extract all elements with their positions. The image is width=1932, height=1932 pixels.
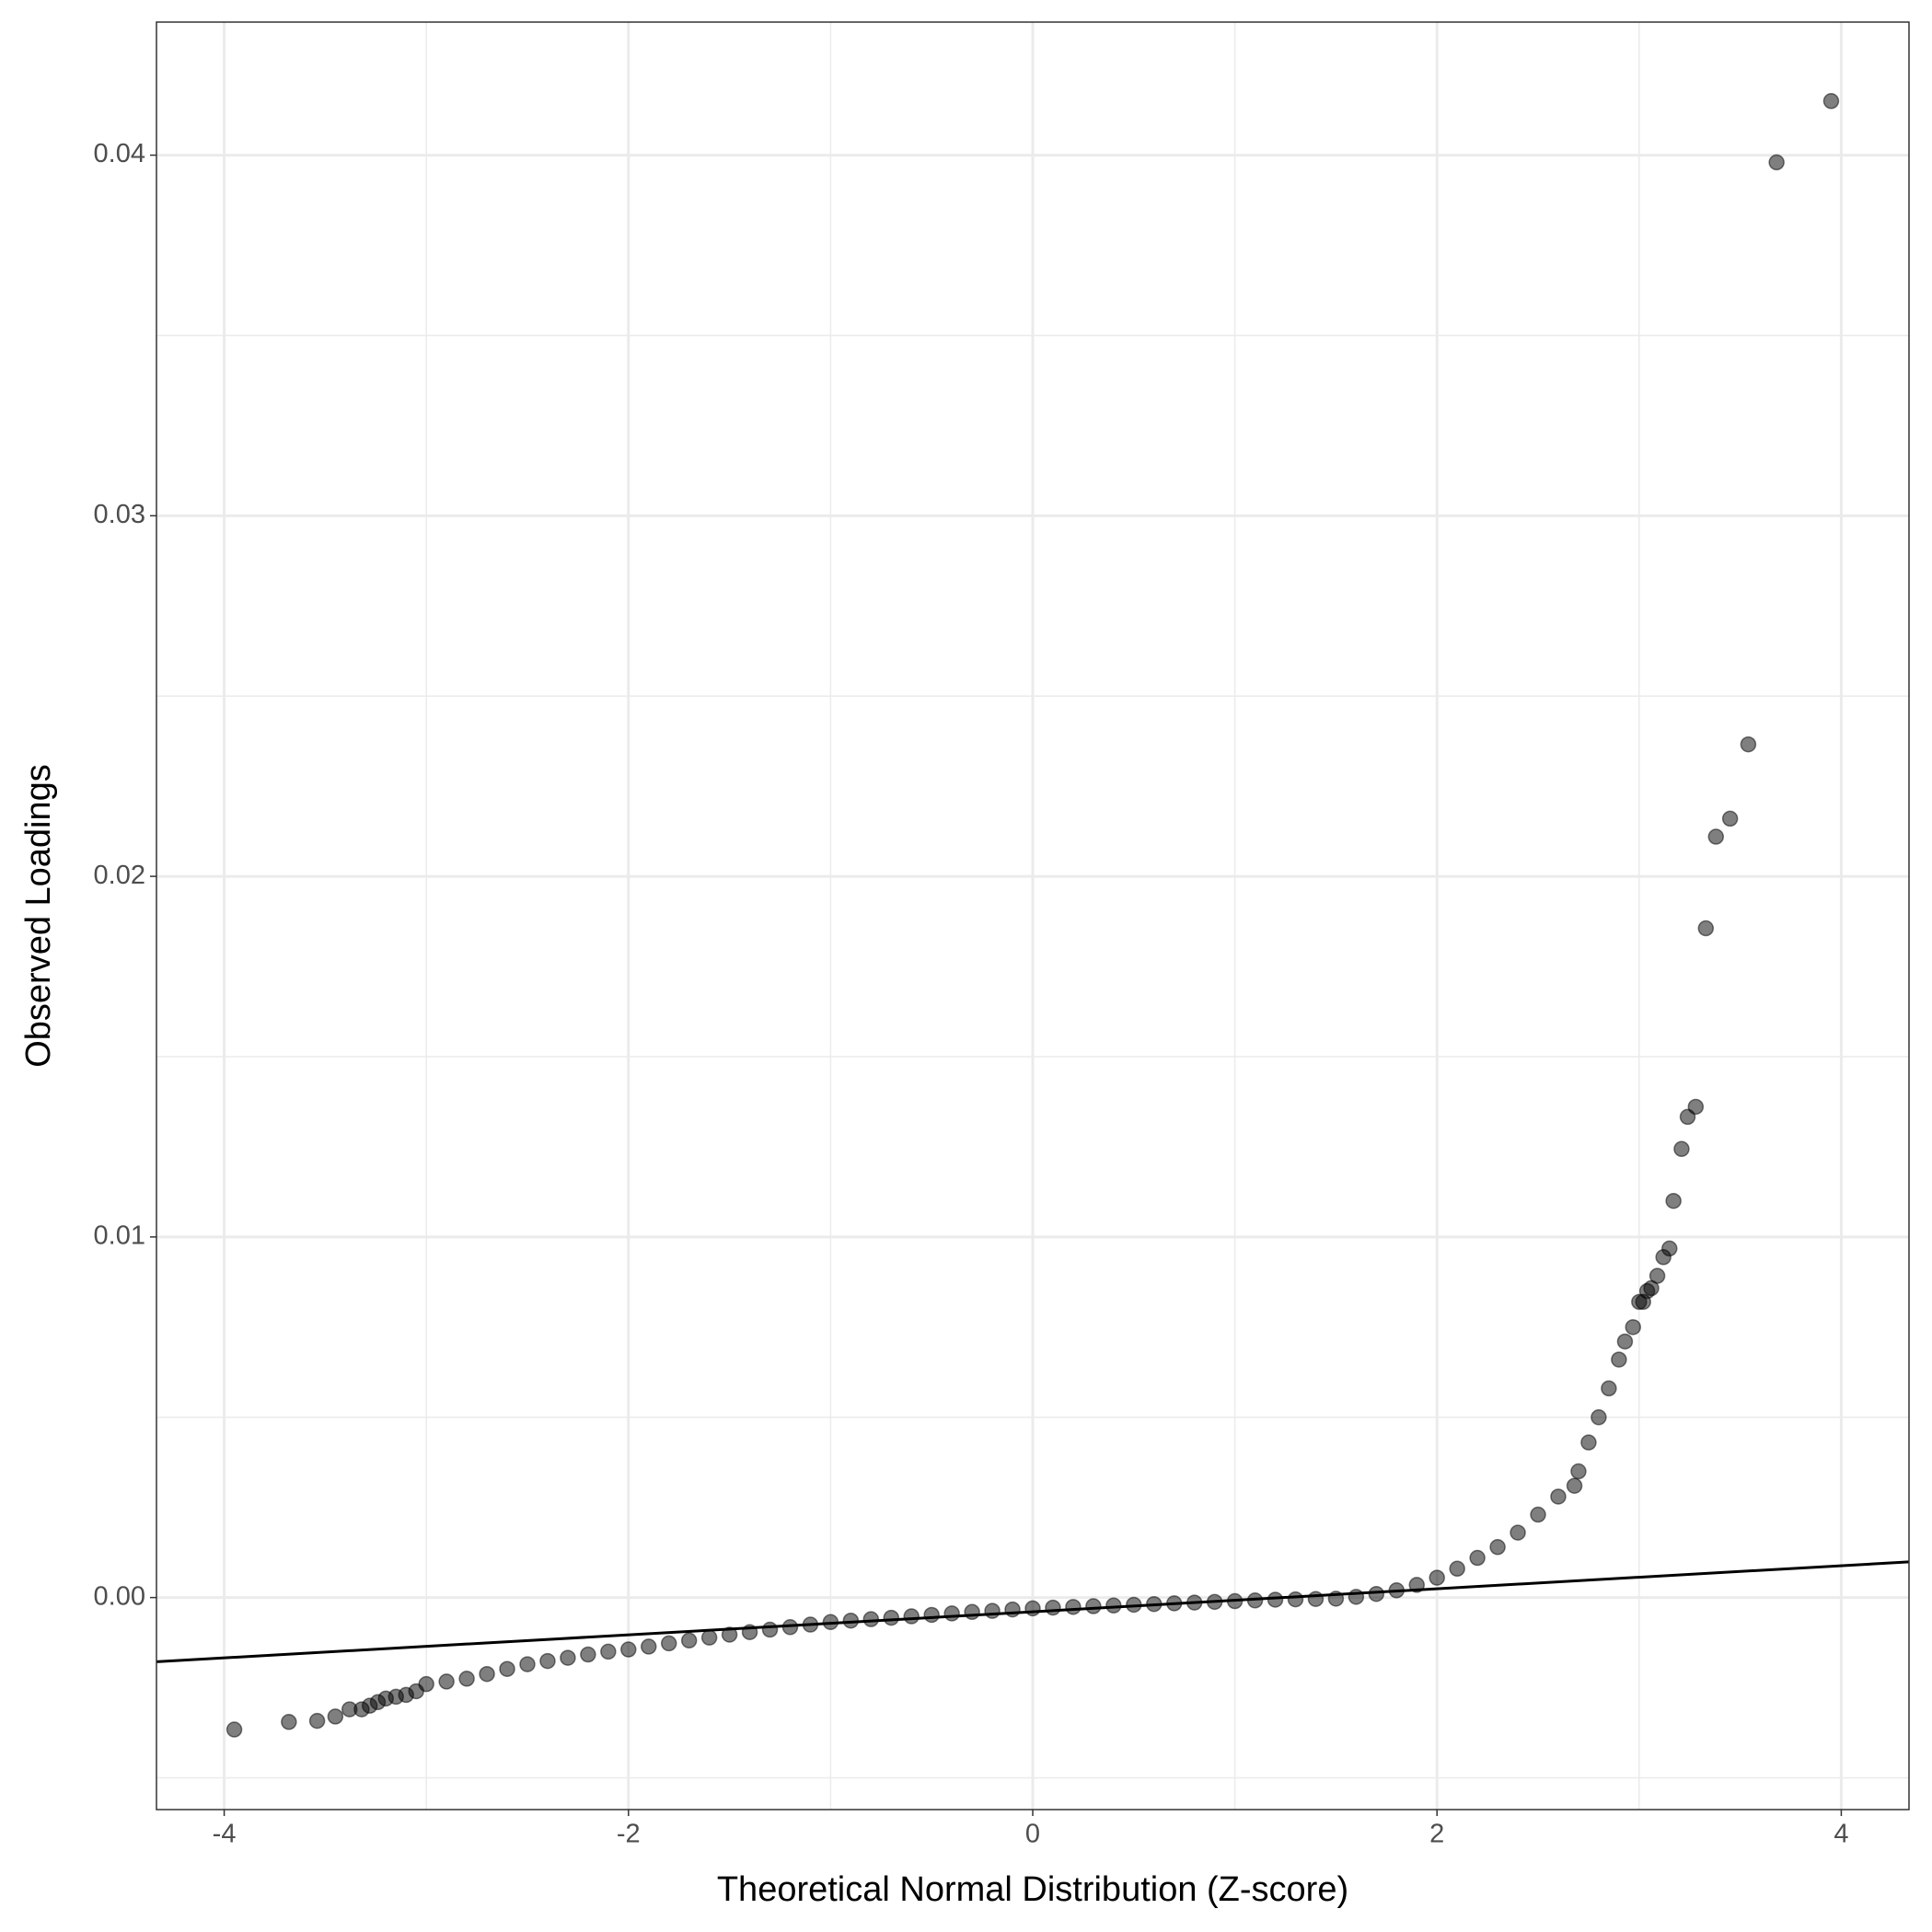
point — [1611, 1351, 1627, 1368]
x-tick-label: 2 — [1429, 1820, 1444, 1849]
point — [700, 1629, 718, 1646]
point — [1570, 1463, 1587, 1480]
point — [862, 1611, 880, 1627]
point — [1580, 1434, 1597, 1451]
y-tick-label: 0.01 — [94, 1221, 145, 1251]
point — [1687, 1098, 1705, 1116]
point — [1307, 1591, 1325, 1607]
x-tick-label: -2 — [617, 1820, 641, 1849]
point — [1469, 1549, 1486, 1567]
point — [560, 1649, 576, 1666]
point — [600, 1643, 617, 1660]
point — [1510, 1524, 1526, 1541]
point — [1489, 1539, 1506, 1556]
y-tick-label: 0.04 — [94, 139, 145, 168]
point — [1530, 1506, 1546, 1523]
point — [1721, 810, 1739, 827]
point — [660, 1635, 677, 1652]
point — [1697, 920, 1715, 937]
y-axis-title: Observed Loadings — [19, 764, 58, 1068]
point — [943, 1605, 960, 1622]
point — [1368, 1585, 1385, 1602]
point — [1707, 828, 1725, 845]
point — [923, 1606, 940, 1624]
point — [1665, 1192, 1682, 1209]
x-tick-label: 0 — [1025, 1820, 1040, 1849]
point — [438, 1673, 455, 1690]
x-tick-label: -4 — [213, 1820, 237, 1849]
point — [1673, 1140, 1690, 1158]
x-axis-title: Theoretical Normal Distribution (Z-score… — [717, 1870, 1348, 1909]
point — [680, 1632, 698, 1649]
point — [1105, 1597, 1122, 1614]
point — [539, 1652, 556, 1670]
point — [1287, 1591, 1304, 1608]
point — [1429, 1569, 1445, 1586]
point — [1625, 1319, 1641, 1336]
point — [458, 1671, 475, 1687]
point — [1024, 1600, 1041, 1617]
point — [1661, 1240, 1678, 1257]
point — [1591, 1409, 1607, 1426]
point — [519, 1656, 536, 1672]
point — [418, 1675, 434, 1693]
point — [1768, 154, 1785, 171]
plot-border — [156, 21, 1910, 1811]
point — [1267, 1591, 1284, 1608]
y-tick-label: 0.02 — [94, 861, 145, 890]
point — [281, 1714, 297, 1730]
point — [1065, 1599, 1082, 1615]
point — [1085, 1598, 1102, 1614]
point — [580, 1646, 596, 1663]
point — [640, 1638, 657, 1655]
point — [721, 1626, 738, 1643]
reference-line — [156, 1560, 1910, 1663]
point — [1822, 93, 1840, 110]
point — [964, 1603, 980, 1621]
point — [499, 1660, 515, 1677]
point — [327, 1708, 344, 1725]
x-tick-label: 4 — [1834, 1820, 1848, 1849]
point — [1649, 1267, 1666, 1284]
point — [308, 1712, 326, 1730]
point — [1616, 1333, 1634, 1350]
point — [620, 1641, 637, 1658]
point — [1348, 1589, 1365, 1605]
y-tick-label: 0.03 — [94, 500, 145, 529]
point — [903, 1608, 920, 1625]
point — [1566, 1477, 1583, 1494]
point — [1449, 1560, 1465, 1578]
point — [479, 1665, 495, 1683]
point — [761, 1621, 779, 1638]
point — [984, 1602, 1001, 1619]
y-tick-label: 0.00 — [94, 1581, 145, 1611]
point — [1601, 1380, 1617, 1397]
point — [1045, 1599, 1061, 1616]
point — [883, 1609, 900, 1626]
point — [1550, 1488, 1567, 1505]
point — [1740, 735, 1757, 753]
point — [226, 1721, 243, 1738]
